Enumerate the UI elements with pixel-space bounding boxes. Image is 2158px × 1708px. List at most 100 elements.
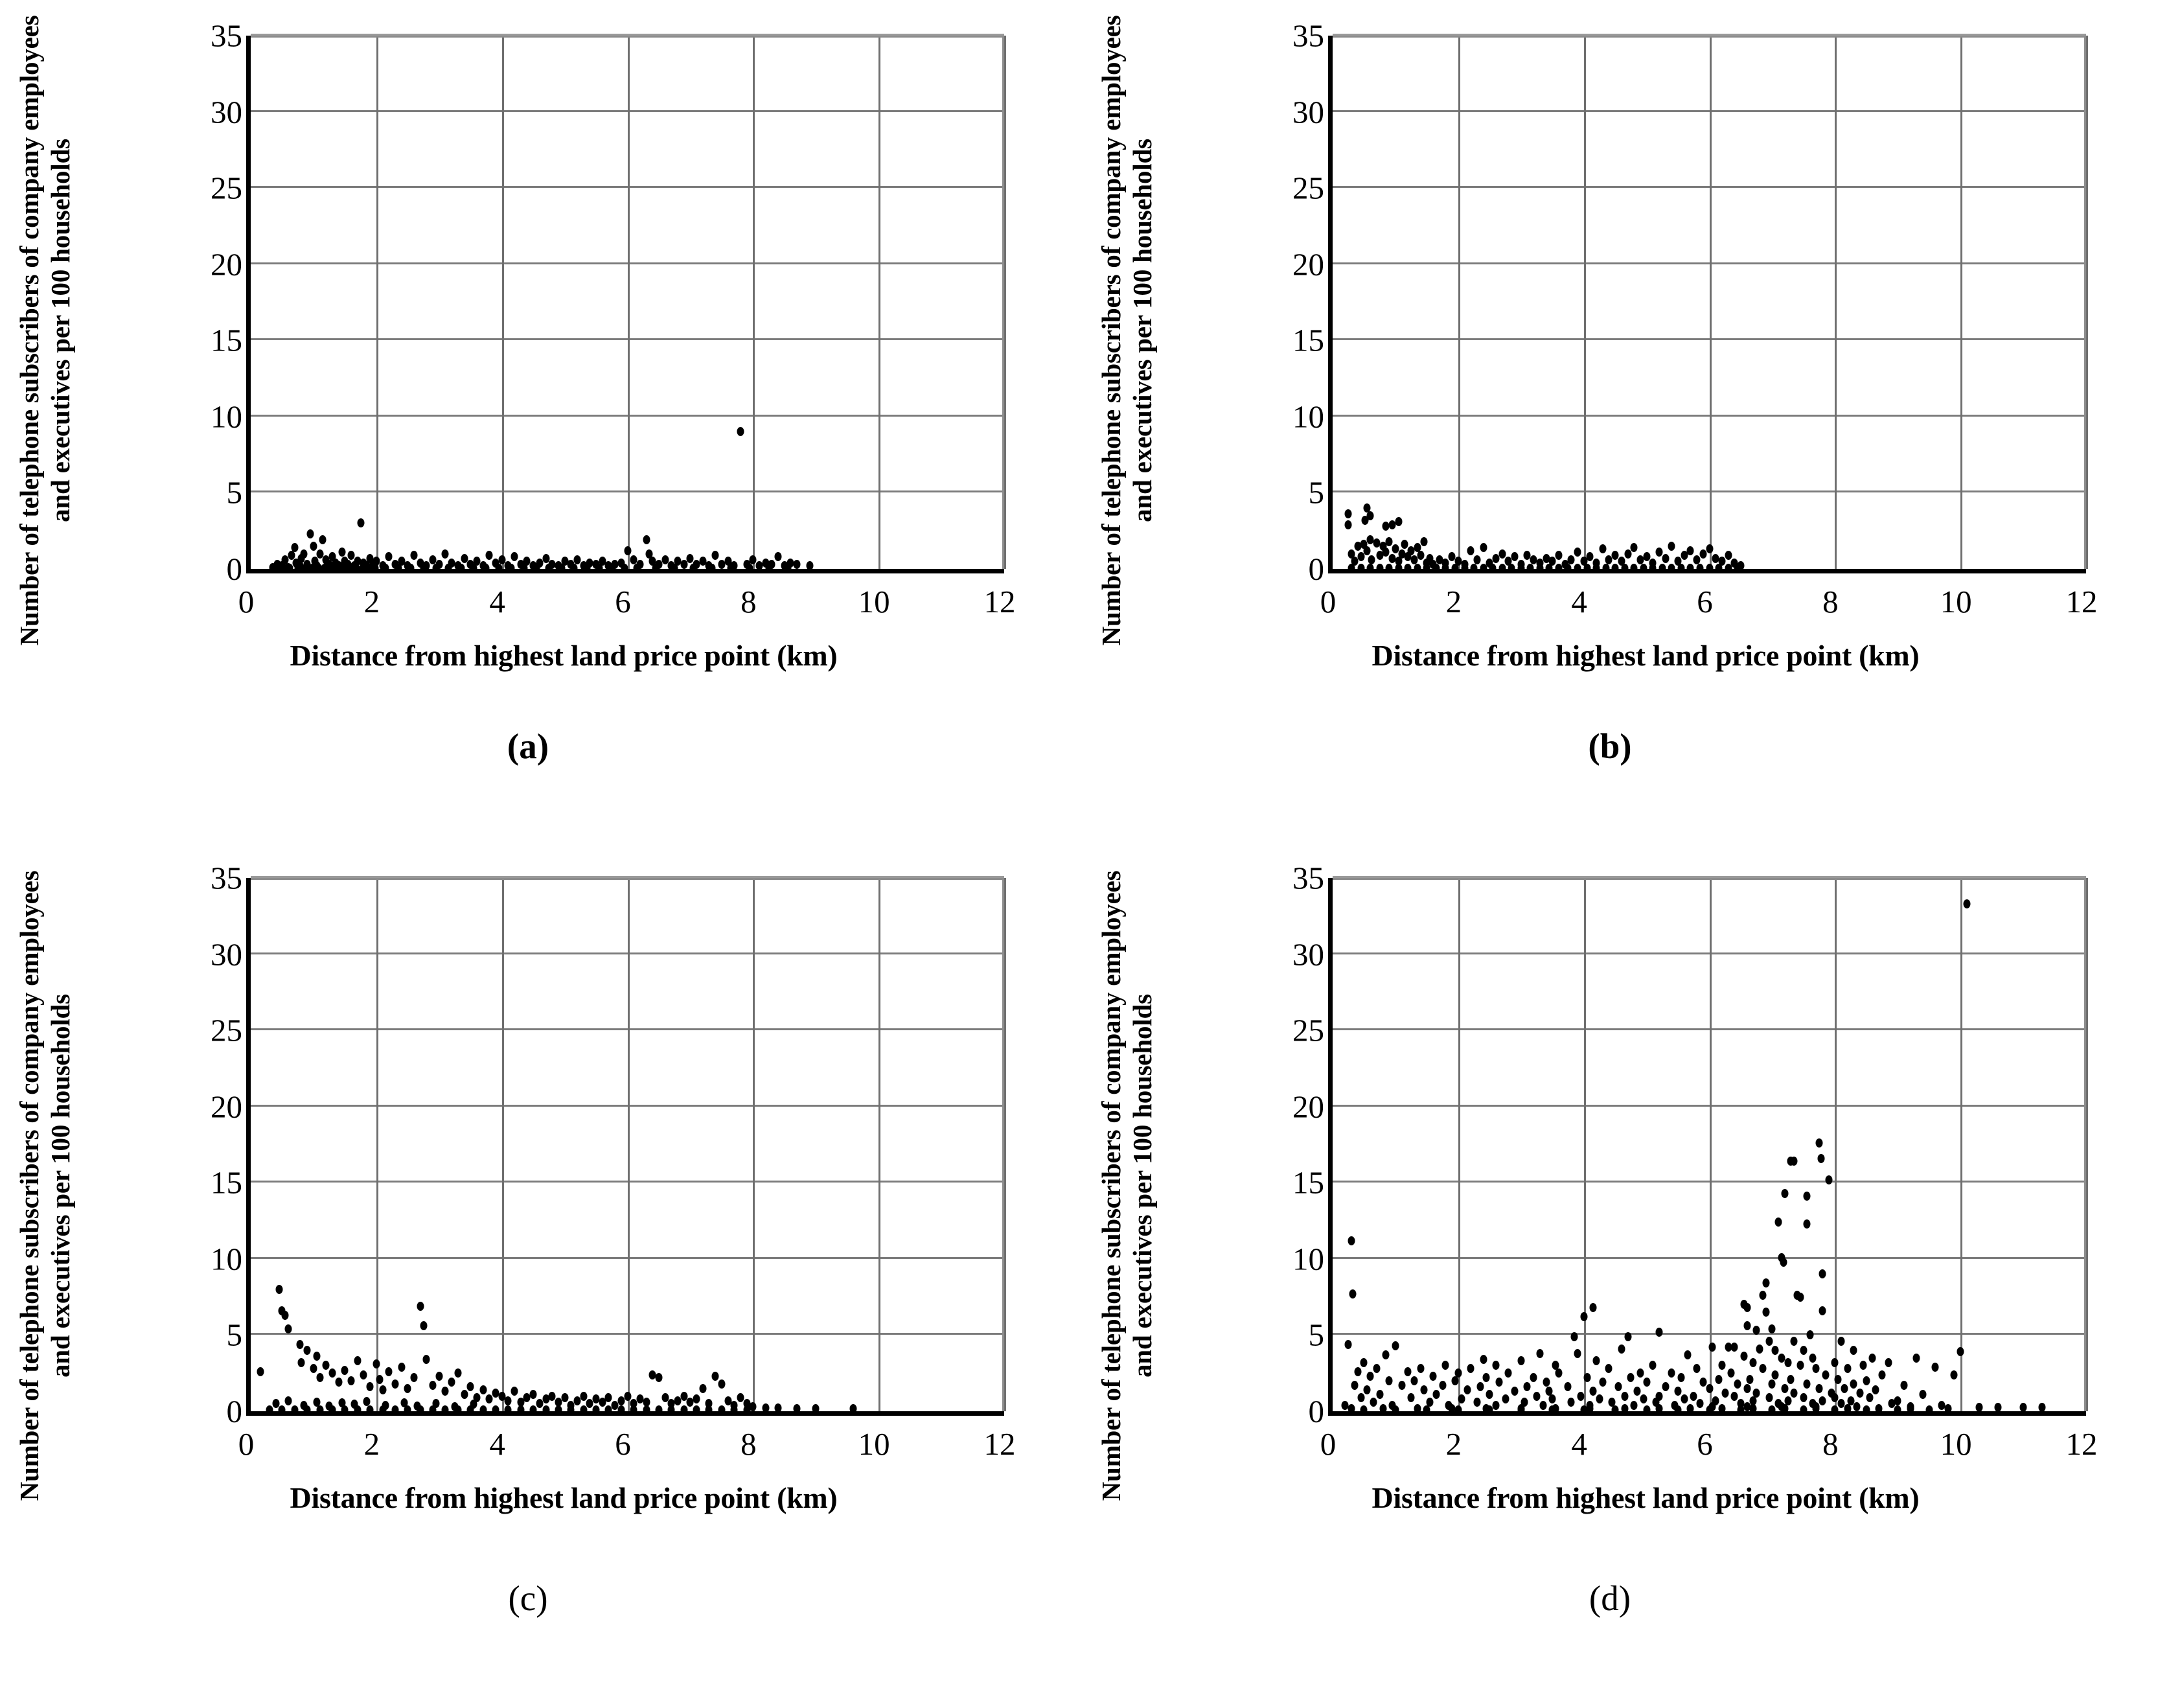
data-point bbox=[1806, 1330, 1814, 1340]
data-point bbox=[1674, 1387, 1682, 1396]
data-point bbox=[643, 535, 650, 545]
data-point bbox=[749, 555, 757, 564]
data-point bbox=[1768, 1379, 1776, 1389]
data-point bbox=[1894, 1405, 1901, 1415]
data-point bbox=[1498, 549, 1506, 559]
data-point bbox=[1696, 1399, 1704, 1409]
data-point bbox=[1686, 1404, 1694, 1414]
y-axis-tick-label: 10 bbox=[1292, 1241, 1324, 1277]
y-axis-tick-label: 25 bbox=[1292, 170, 1324, 206]
data-point bbox=[1482, 1373, 1490, 1383]
data-point bbox=[1759, 1364, 1767, 1374]
data-point bbox=[420, 563, 428, 573]
data-point bbox=[275, 1284, 283, 1294]
data-point bbox=[315, 563, 323, 573]
data-point bbox=[1630, 563, 1638, 573]
data-point bbox=[1831, 1392, 1839, 1402]
data-point bbox=[1718, 1361, 1726, 1370]
data-point bbox=[1373, 1364, 1381, 1374]
data-point bbox=[1706, 1405, 1713, 1415]
data-point bbox=[1643, 1405, 1651, 1415]
data-point bbox=[300, 1400, 308, 1410]
data-point bbox=[711, 1371, 719, 1381]
data-point bbox=[1492, 553, 1500, 563]
plot-frame-right bbox=[1002, 878, 1004, 1411]
data-point bbox=[1643, 552, 1651, 562]
data-point bbox=[611, 1400, 619, 1410]
data-point bbox=[407, 563, 415, 573]
data-point bbox=[784, 563, 792, 573]
data-point bbox=[680, 1391, 688, 1401]
data-point bbox=[1545, 1387, 1553, 1396]
data-point bbox=[1517, 1405, 1525, 1415]
data-point bbox=[334, 563, 341, 573]
data-point bbox=[385, 1367, 393, 1376]
data-point bbox=[373, 1359, 380, 1369]
y-axis-tick-label: 25 bbox=[211, 170, 242, 206]
data-point bbox=[1706, 1383, 1713, 1393]
data-point bbox=[517, 1405, 525, 1414]
data-point bbox=[1681, 550, 1688, 560]
plot-frame-top bbox=[1333, 36, 2086, 38]
data-point bbox=[693, 559, 700, 569]
data-point bbox=[1778, 1252, 1785, 1262]
y-axis-tick-label: 15 bbox=[211, 322, 242, 358]
data-point bbox=[724, 557, 732, 566]
data-point bbox=[1652, 1397, 1660, 1407]
data-point bbox=[1690, 1391, 1697, 1401]
data-point bbox=[1790, 1388, 1798, 1398]
data-point bbox=[404, 1383, 411, 1393]
data-point bbox=[410, 1373, 418, 1383]
data-point bbox=[365, 563, 373, 573]
data-point bbox=[1749, 1404, 1757, 1414]
gridline-vertical bbox=[376, 878, 378, 1411]
data-point bbox=[1388, 520, 1396, 529]
data-point bbox=[413, 1401, 421, 1411]
data-point bbox=[379, 1405, 387, 1414]
data-point bbox=[1404, 1367, 1412, 1376]
data-point bbox=[1517, 1356, 1525, 1366]
data-point bbox=[1341, 1400, 1349, 1410]
data-point bbox=[1451, 563, 1459, 573]
data-point bbox=[1423, 558, 1430, 568]
data-point bbox=[680, 559, 688, 569]
data-point bbox=[1382, 1350, 1390, 1359]
data-point bbox=[1480, 563, 1487, 573]
data-point bbox=[278, 1306, 286, 1315]
data-point bbox=[1504, 1368, 1512, 1378]
data-point bbox=[266, 1405, 273, 1414]
y-axis-tick-label: 0 bbox=[226, 1393, 243, 1429]
data-point bbox=[1349, 1289, 1357, 1298]
data-point bbox=[529, 1390, 537, 1400]
plot-frame-top bbox=[251, 36, 1004, 38]
data-point bbox=[1592, 558, 1600, 568]
data-point bbox=[1749, 1357, 1757, 1367]
data-point bbox=[1567, 555, 1575, 564]
data-point bbox=[1523, 550, 1531, 560]
data-point bbox=[1743, 1402, 1751, 1411]
data-point bbox=[1850, 1379, 1857, 1389]
data-point bbox=[473, 557, 481, 566]
y-axis-tick-label: 15 bbox=[1292, 1164, 1324, 1201]
data-point bbox=[300, 549, 308, 559]
data-point bbox=[849, 1404, 857, 1414]
data-point bbox=[1975, 1403, 1983, 1413]
data-point bbox=[1621, 563, 1629, 573]
data-point bbox=[313, 1397, 321, 1407]
data-point bbox=[1577, 1391, 1585, 1401]
data-point bbox=[1599, 1378, 1607, 1387]
gridline-vertical bbox=[627, 878, 630, 1411]
data-point bbox=[1404, 552, 1412, 562]
data-point bbox=[1530, 1373, 1537, 1383]
data-point bbox=[1441, 1361, 1449, 1370]
data-point bbox=[1473, 555, 1481, 564]
data-point bbox=[448, 558, 455, 568]
data-point bbox=[621, 563, 628, 573]
data-point bbox=[379, 1385, 387, 1395]
data-point bbox=[1963, 899, 1971, 908]
data-point bbox=[1417, 1364, 1425, 1374]
gridline-vertical bbox=[2086, 36, 2088, 569]
data-point bbox=[1706, 563, 1713, 573]
gridline-vertical bbox=[878, 878, 881, 1411]
data-point bbox=[517, 1397, 525, 1407]
